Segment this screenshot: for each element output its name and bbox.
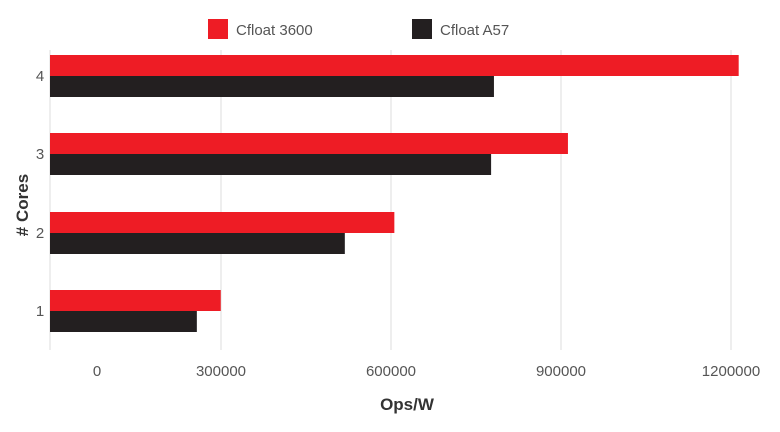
x-tick-label: 1200000 xyxy=(702,363,760,380)
x-tick-labels: 0 300000 600000 900000 1200000 xyxy=(93,363,760,380)
bar-cfloat-a57-4 xyxy=(50,76,494,97)
x-tick-label: 600000 xyxy=(366,363,416,380)
legend-label: Cfloat A57 xyxy=(440,22,509,39)
bar-cfloat-a57-2 xyxy=(50,233,345,254)
y-tick-label: 4 xyxy=(36,68,44,85)
x-tick-label: 0 xyxy=(93,363,101,380)
y-axis-title: # Cores xyxy=(13,174,32,236)
y-tick-label: 1 xyxy=(36,303,44,320)
legend-label: Cfloat 3600 xyxy=(236,22,313,39)
bar-cfloat-a57-3 xyxy=(50,154,492,175)
legend: Cfloat 3600 Cfloat A57 xyxy=(208,19,509,39)
legend-swatch xyxy=(208,19,228,39)
bar-cfloat-3600-2 xyxy=(50,212,395,233)
bar-cfloat-3600-4 xyxy=(50,55,739,76)
bar-cfloat-3600-3 xyxy=(50,133,568,154)
x-tick-label: 300000 xyxy=(196,363,246,380)
bar-cfloat-a57-1 xyxy=(50,311,197,332)
x-tick-label: 900000 xyxy=(536,363,586,380)
y-tick-label: 2 xyxy=(36,225,44,242)
bar-cfloat-3600-1 xyxy=(50,290,221,311)
y-tick-labels: 1 2 3 4 xyxy=(36,68,44,320)
legend-swatch xyxy=(412,19,432,39)
bars xyxy=(50,55,739,332)
x-axis-title: Ops/W xyxy=(380,395,435,414)
y-tick-label: 3 xyxy=(36,146,44,163)
